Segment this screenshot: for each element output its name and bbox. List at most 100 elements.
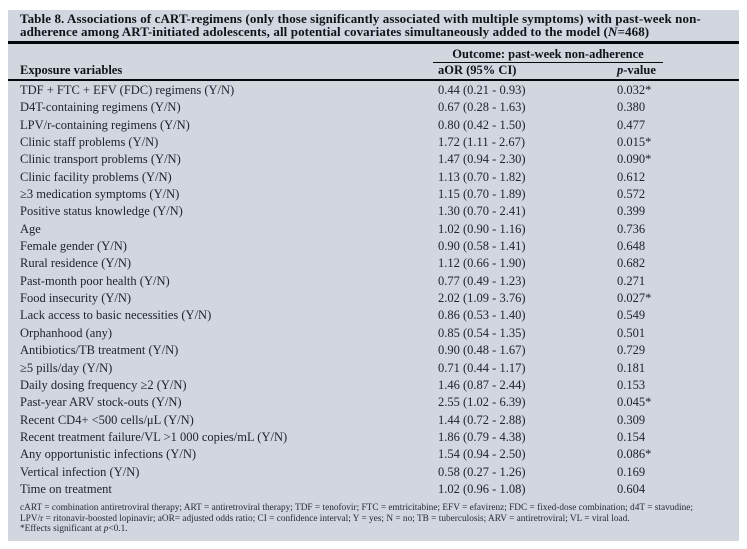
table-row: Lack access to basic necessities (Y/N) 0… [20,307,727,324]
row-p: 0.015* [617,135,652,150]
row-p: 0.572 [617,187,646,202]
row-aor: 1.30 (0.70 - 2.41) [438,204,526,219]
table-row: Clinic transport problems (Y/N) 1.47 (0.… [20,151,727,168]
footnote-line-3-post: <0.1. [108,523,128,534]
row-label: TDF + FTC + EFV (FDC) regimens (Y/N) [20,83,235,97]
row-p: 0.729 [617,343,646,358]
table-row: Clinic facility problems (Y/N) 1.13 (0.7… [20,169,727,186]
row-p: 0.648 [617,239,646,254]
row-aor: 0.90 (0.48 - 1.67) [438,343,526,358]
row-p: 0.090* [617,152,652,167]
row-label: Age [20,221,41,236]
row-aor: 1.86 (0.79 - 4.38) [438,429,526,444]
table-row: Past-month poor health (Y/N) 0.77 (0.49 … [20,273,727,290]
footnote-line-1: cART = combination antiretroviral therap… [20,503,693,514]
table-row: Rural residence (Y/N) 1.12 (0.66 - 1.90)… [20,255,727,272]
row-aor: 1.44 (0.72 - 2.88) [438,412,526,427]
row-p: 0.604 [617,481,646,496]
row-label: Any opportunistic infections (Y/N) [20,447,197,462]
row-aor: 0.85 (0.54 - 1.35) [438,325,526,340]
row-aor: 1.02 (0.96 - 1.08) [438,481,526,496]
row-label: Lack access to basic necessities (Y/N) [20,308,212,323]
table-row: TDF + FTC + EFV (FDC) regimens (Y/N) 0.4… [20,82,727,99]
row-p: 0.612 [617,169,646,184]
outcome-spanner-header: Outcome: past-week non-adherence [433,47,663,63]
table-row: Recent CD4+ <500 cells/μL (Y/N) 1.44 (0.… [20,412,727,429]
row-aor: 1.47 (0.94 - 2.30) [438,152,526,167]
table-row: LPV/r-containing regimens (Y/N) 0.80 (0.… [20,117,727,134]
row-label: ≥5 pills/day (Y/N) [20,360,113,375]
row-p: 0.154 [617,429,646,444]
footnotes: cART = combination antiretroviral therap… [20,503,727,534]
table-row: Clinic staff problems (Y/N) 1.72 (1.11 -… [20,134,727,151]
footnote-line-3: *Effects significant at p<0.1. [20,524,727,534]
row-label: Daily dosing frequency ≥2 (Y/N) [20,377,187,392]
row-p: 0.380 [617,100,646,115]
table-row: Orphanhood (any) 0.85 (0.54 - 1.35) 0.50… [20,325,727,342]
row-aor: 0.58 (0.27 - 1.26) [438,464,526,479]
row-p: 0.271 [617,273,646,288]
row-p: 0.399 [617,204,646,219]
row-p: 0.032* [617,83,652,97]
row-label: Clinic staff problems (Y/N) [20,135,159,150]
col-header-pvalue: p-value [617,63,727,78]
row-aor: 0.90 (0.58 - 1.41) [438,239,526,254]
row-p: 0.309 [617,412,646,427]
row-aor: 0.77 (0.49 - 1.23) [438,273,526,288]
table-row: ≥5 pills/day (Y/N) 0.71 (0.44 - 1.17) 0.… [20,360,727,377]
row-aor: 1.54 (0.94 - 2.50) [438,447,526,462]
row-label: LPV/r-containing regimens (Y/N) [20,117,190,132]
row-label: Time on treatment [20,481,112,496]
row-p: 0.169 [617,464,646,479]
row-p: 0.549 [617,308,646,323]
footnote-line-2: LPV/r = ritonavir-boosted lopinavir; aOR… [20,513,630,524]
row-label: ≥3 medication symptoms (Y/N) [20,187,180,202]
table-row: ≥3 medication symptoms (Y/N) 1.15 (0.70 … [20,186,727,203]
table-row: Recent treatment failure/VL >1 000 copie… [20,429,727,446]
table-card: Table 8. Associations of cART-regimens (… [8,10,739,541]
row-p: 0.736 [617,221,646,236]
row-label: Clinic facility problems (Y/N) [20,169,172,184]
row-label: Vertical infection (Y/N) [20,464,140,479]
row-p: 0.501 [617,325,646,340]
row-label: Antibiotics/TB treatment (Y/N) [20,343,179,358]
row-aor: 1.72 (1.11 - 2.67) [438,135,526,150]
title-line2-end: =468) [617,24,650,39]
col-header-p-rest: -value [623,63,656,77]
row-label: Recent treatment failure/VL >1 000 copie… [20,429,288,444]
table-row: Any opportunistic infections (Y/N) 1.54 … [20,446,727,463]
title-n-italic: N [607,24,618,39]
title-line2: adherence among ART-initiated adolescent… [20,24,608,39]
row-p: 0.153 [617,377,646,392]
col-header-exposure: Exposure variables [20,63,123,77]
table-title: Table 8. Associations of cART-regimens (… [20,10,727,38]
table-row: Food insecurity (Y/N) 2.02 (1.09 - 3.76)… [20,290,727,307]
row-p: 0.477 [617,117,646,132]
row-label: Recent CD4+ <500 cells/μL (Y/N) [20,412,194,427]
row-p: 0.181 [617,360,646,375]
row-aor: 0.71 (0.44 - 1.17) [438,360,526,375]
row-aor: 0.80 (0.42 - 1.50) [438,117,526,132]
row-aor: 1.15 (0.70 - 1.89) [438,187,526,202]
title-line1: Table 8. Associations of cART-regimens (… [20,11,701,26]
col-header-p-italic: p [617,63,624,77]
row-label: Rural residence (Y/N) [20,256,132,271]
table-body: TDF + FTC + EFV (FDC) regimens (Y/N) 0.4… [8,81,739,498]
row-p: 0.045* [617,395,652,410]
row-aor: 1.46 (0.87 - 2.44) [438,377,526,392]
row-aor: 0.86 (0.53 - 1.40) [438,308,526,323]
outcome-spanner-label: Outcome: past-week non-adherence [452,47,644,61]
header-divider-rule [8,79,739,81]
row-aor: 2.02 (1.09 - 3.76) [438,291,526,306]
table-row: Age 1.02 (0.90 - 1.16) 0.736 [20,221,727,238]
row-label: Food insecurity (Y/N) [20,291,132,306]
table-row: Antibiotics/TB treatment (Y/N) 0.90 (0.4… [20,342,727,359]
table-row: Positive status knowledge (Y/N) 1.30 (0.… [20,203,727,220]
table-row: D4T-containing regimens (Y/N) 0.67 (0.28… [20,99,727,116]
row-label: Orphanhood (any) [20,325,112,340]
table-row: Female gender (Y/N) 0.90 (0.58 - 1.41) 0… [20,238,727,255]
row-aor: 0.44 (0.21 - 0.93) [438,83,526,97]
table-row: Time on treatment 1.02 (0.96 - 1.08) 0.6… [20,481,727,498]
row-aor: 1.13 (0.70 - 1.82) [438,169,526,184]
